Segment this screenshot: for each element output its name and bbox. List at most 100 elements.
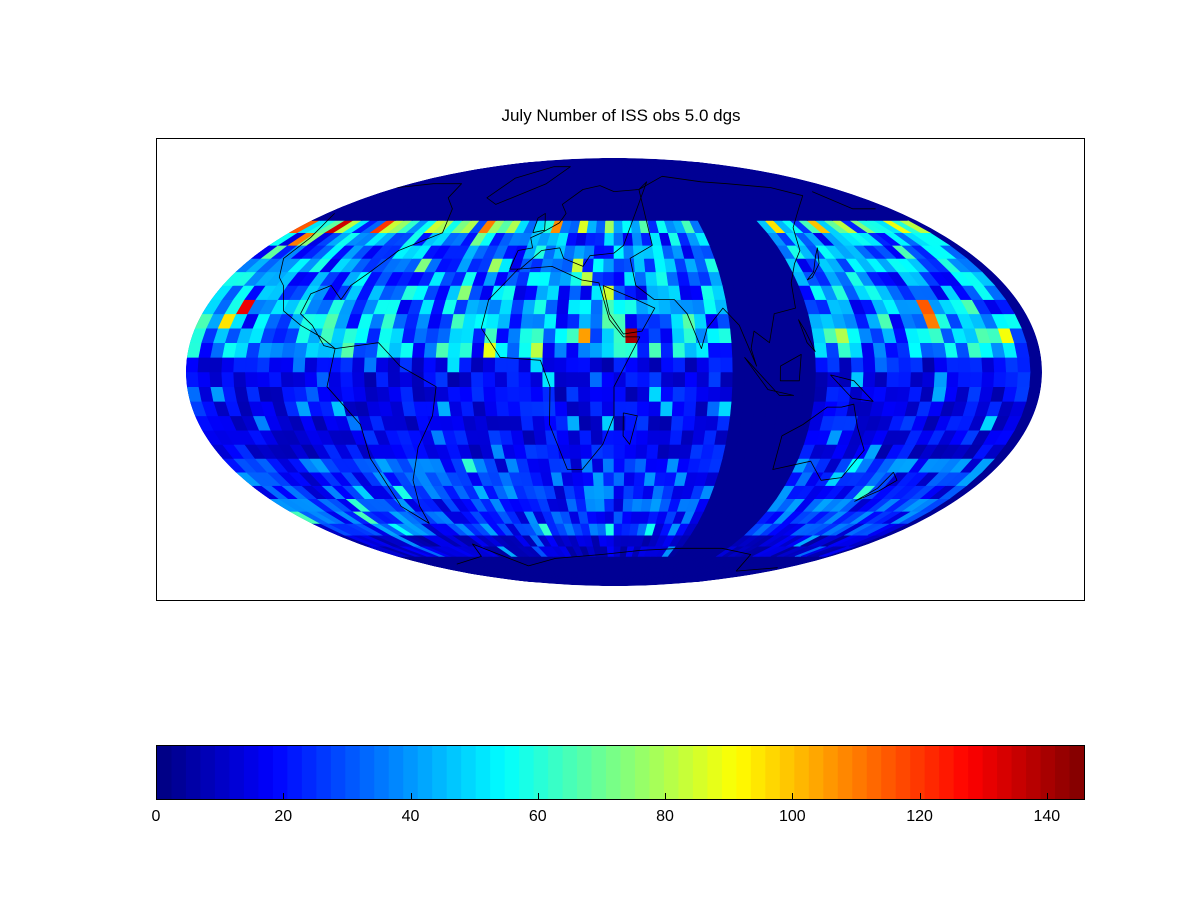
grid-cell bbox=[886, 371, 900, 387]
grid-cell bbox=[375, 357, 389, 373]
grid-cell bbox=[633, 471, 646, 486]
grid-cell bbox=[364, 342, 379, 358]
grid-cell bbox=[661, 371, 674, 387]
grid-cell bbox=[613, 342, 627, 358]
grid-cell bbox=[625, 386, 639, 402]
grid-cell bbox=[657, 444, 671, 459]
grid-cell bbox=[647, 299, 661, 315]
grid-cell bbox=[957, 357, 972, 373]
grid-cell bbox=[731, 386, 745, 402]
grid-cell bbox=[518, 342, 532, 358]
colorbar-swatch bbox=[388, 746, 404, 799]
colorbar-swatch bbox=[939, 746, 955, 799]
grid-cell bbox=[649, 357, 662, 373]
grid-cell bbox=[779, 371, 793, 387]
grid-cell bbox=[532, 313, 546, 329]
grid-cell bbox=[622, 498, 634, 512]
grid-cell bbox=[637, 342, 650, 358]
grid-cell bbox=[730, 400, 744, 417]
grid-cell bbox=[495, 386, 509, 402]
grid-cell bbox=[898, 371, 912, 387]
grid-cell bbox=[305, 386, 320, 402]
grid-cell bbox=[613, 208, 623, 221]
grid-cell bbox=[542, 327, 557, 343]
grid-cell bbox=[599, 187, 609, 199]
colorbar-swatch bbox=[214, 746, 231, 799]
grid-cell bbox=[554, 400, 568, 417]
grid-cell bbox=[590, 429, 604, 445]
grid-cell bbox=[682, 415, 696, 431]
grid-cell bbox=[592, 258, 605, 273]
grid-cell bbox=[292, 371, 306, 387]
grid-cell bbox=[613, 197, 623, 210]
grid-cell bbox=[671, 400, 686, 417]
grid-cell bbox=[566, 371, 579, 387]
colorbar-swatch bbox=[403, 746, 419, 799]
grid-cell bbox=[683, 327, 697, 343]
grid-cell bbox=[596, 208, 607, 221]
colorbar-swatch bbox=[692, 746, 708, 799]
grid-cell bbox=[957, 371, 972, 387]
grid-cell bbox=[837, 342, 852, 358]
grid-cell bbox=[604, 220, 615, 233]
grid-cell bbox=[632, 485, 645, 500]
grid-cell bbox=[548, 271, 562, 286]
grid-cell bbox=[423, 342, 438, 358]
grid-cell bbox=[1014, 386, 1030, 402]
grid-cell bbox=[613, 458, 626, 473]
colorbar-tick-mark bbox=[792, 793, 794, 799]
grid-cell bbox=[646, 285, 660, 300]
grid-cell bbox=[910, 371, 924, 387]
grid-cell bbox=[601, 400, 615, 417]
grid-cell bbox=[643, 471, 657, 486]
grid-cell bbox=[495, 327, 510, 343]
grid-cell bbox=[520, 313, 535, 329]
grid-cell bbox=[613, 386, 627, 402]
grid-cell bbox=[993, 371, 1007, 387]
grid-cell bbox=[815, 371, 829, 387]
colorbar-swatch bbox=[1011, 746, 1027, 799]
grid-cell bbox=[696, 386, 710, 402]
grid-cell bbox=[376, 342, 391, 358]
grid-cell bbox=[720, 371, 734, 387]
grid-cell bbox=[708, 357, 722, 373]
grid-cell bbox=[186, 371, 200, 387]
colorbar-swatch bbox=[533, 746, 549, 799]
grid-cell bbox=[556, 429, 570, 445]
coastline bbox=[806, 247, 820, 281]
grid-cell bbox=[507, 400, 522, 417]
colorbar-swatch bbox=[721, 746, 737, 799]
grid-cell bbox=[672, 342, 686, 358]
grid-cell bbox=[573, 485, 586, 500]
colorbar bbox=[156, 745, 1085, 800]
grid-cell bbox=[577, 357, 591, 373]
grid-cell bbox=[633, 258, 646, 273]
grid-cell bbox=[898, 357, 912, 373]
grid-cell bbox=[532, 415, 546, 431]
grid-cell bbox=[744, 371, 758, 387]
colorbar-tick-mark bbox=[410, 793, 412, 799]
colorbar-swatch bbox=[707, 746, 723, 799]
grid-cell bbox=[643, 258, 657, 273]
grid-cell bbox=[827, 371, 841, 387]
grid-cell bbox=[557, 285, 571, 300]
coastline bbox=[629, 175, 804, 367]
grid-cell bbox=[668, 444, 682, 459]
grid-cell bbox=[790, 342, 805, 358]
grid-cell bbox=[568, 444, 582, 459]
grid-cell bbox=[602, 415, 615, 431]
colorbar-swatch bbox=[866, 746, 882, 799]
grid-cell bbox=[860, 342, 876, 358]
colorbar-swatch bbox=[243, 746, 259, 799]
grid-cell bbox=[648, 400, 662, 417]
grid-cell bbox=[636, 400, 650, 417]
coastline bbox=[509, 181, 648, 270]
colorbar-swatch bbox=[634, 746, 651, 799]
grid-cell bbox=[197, 357, 212, 373]
grid-cell bbox=[682, 313, 696, 329]
grid-cell bbox=[613, 327, 627, 343]
grid-cell bbox=[933, 357, 948, 373]
grid-cell bbox=[716, 415, 731, 431]
colorbar-swatch bbox=[606, 746, 622, 799]
grid-cell bbox=[634, 458, 647, 473]
